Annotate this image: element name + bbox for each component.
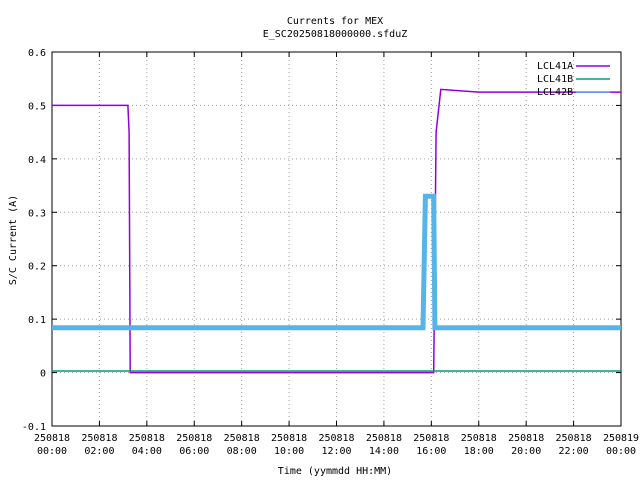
x-tick-label-time: 12:00 <box>321 446 351 457</box>
legend: LCL41A LCL41B LCL42B <box>537 61 610 98</box>
grid <box>52 52 621 426</box>
x-tick-label-time: 04:00 <box>132 446 162 457</box>
y-axis-label: S/C Current (A) <box>8 195 19 285</box>
x-tick-label-date: 250818 <box>318 433 354 444</box>
x-tick-label-time: 14:00 <box>369 446 399 457</box>
x-axis-label: Time (yymmdd HH:MM) <box>278 466 392 477</box>
x-tick-label-time: 22:00 <box>559 446 589 457</box>
x-tick-label-date: 250819 <box>603 433 639 444</box>
y-tick-label: 0.2 <box>28 262 46 273</box>
x-tick-label-date: 250818 <box>271 433 307 444</box>
x-tick-label-time: 00:00 <box>37 446 67 457</box>
series-line-lcl41a <box>52 88 621 374</box>
x-tick-label-time: 08:00 <box>227 446 257 457</box>
x-tick-label-date: 250818 <box>129 433 165 444</box>
chart-title: Currents for MEX <box>287 16 383 27</box>
axes: -0.1 0 0.1 0.2 0.3 0.4 0.5 0.6 250818 00:00 250818… <box>22 48 639 457</box>
series-lines <box>52 88 621 374</box>
x-tick-label-date: 250818 <box>508 433 544 444</box>
x-tick-label-time: 10:00 <box>274 446 304 457</box>
x-tick-label-date: 250818 <box>176 433 212 444</box>
series-line-lcl42b <box>52 193 621 331</box>
x-tick-label-date: 250818 <box>34 433 70 444</box>
x-tick-label-date: 250818 <box>413 433 449 444</box>
x-tick-label-date: 250818 <box>461 433 497 444</box>
legend-label-lcl42b: LCL42B <box>537 87 573 98</box>
legend-label-lcl41a: LCL41A <box>537 61 573 72</box>
y-tick-label: -0.1 <box>22 422 46 433</box>
x-tick-label-date: 250818 <box>81 433 117 444</box>
x-tick-label-time: 18:00 <box>464 446 494 457</box>
x-tick-label-date: 250818 <box>224 433 260 444</box>
legend-label-lcl41b: LCL41B <box>537 74 573 85</box>
y-tick-label: 0 <box>40 369 46 380</box>
x-tick-label-time: 02:00 <box>84 446 114 457</box>
x-tick-label-time: 00:00 <box>606 446 636 457</box>
x-tick-label-time: 06:00 <box>179 446 209 457</box>
y-tick-label: 0.6 <box>28 48 46 59</box>
y-tick-label: 0.5 <box>28 101 46 112</box>
chart-subtitle: E_SC20250818000000.sfduZ <box>263 29 408 40</box>
y-tick-label: 0.1 <box>28 315 46 326</box>
plot-frame <box>51 51 622 427</box>
y-tick-label: 0.4 <box>28 155 46 166</box>
x-tick-label-time: 20:00 <box>511 446 541 457</box>
x-tick-label-time: 16:00 <box>416 446 446 457</box>
x-tick-label-date: 250818 <box>556 433 592 444</box>
x-tick-label-date: 250818 <box>366 433 402 444</box>
y-tick-label: 0.3 <box>28 208 46 219</box>
